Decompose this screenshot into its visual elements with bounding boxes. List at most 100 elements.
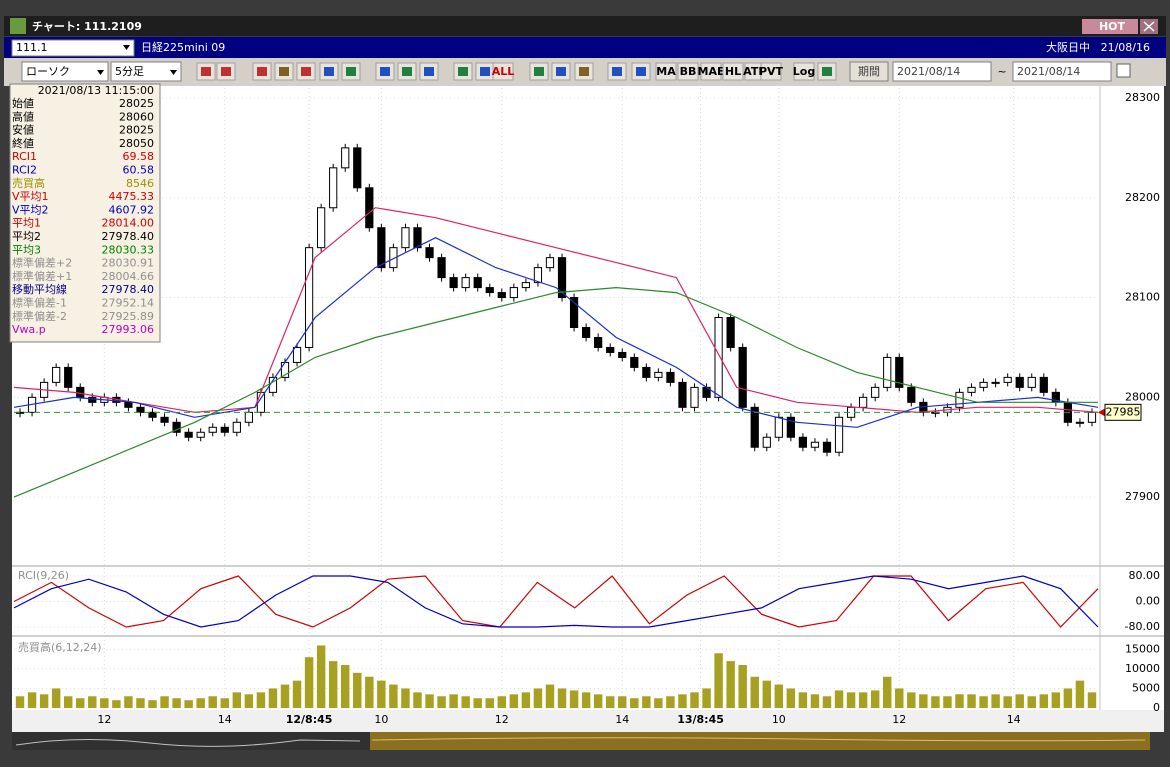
volume-bar — [353, 672, 362, 708]
volume-bar — [895, 688, 904, 708]
symbol: 111.1 — [16, 41, 48, 54]
last-price-arrow — [1098, 408, 1105, 417]
last-price-label: 27985 — [1106, 405, 1141, 418]
tool-button-label: MAE — [698, 65, 725, 78]
volume-bar — [76, 698, 85, 708]
close-icon — [1143, 21, 1155, 32]
y-tick-label: -80.00 — [1125, 620, 1160, 633]
info-value: 27952.14 — [102, 297, 155, 310]
volume-bar — [798, 692, 808, 708]
info-rows: 始値 28025 高値 28060 安値 28025 終値 28050 RCI1 69.58 RCI… — [12, 96, 154, 336]
volume-bar — [774, 684, 784, 708]
symbol-input[interactable] — [11, 39, 135, 57]
candle — [485, 287, 494, 294]
candle — [822, 441, 832, 453]
volume-bar — [1087, 692, 1097, 708]
volume-bar — [497, 696, 507, 708]
info-value: 28004.66 — [102, 270, 155, 283]
candle — [871, 386, 880, 398]
tool-glyph — [257, 67, 267, 76]
hot-label[interactable]: HOT — [1099, 20, 1126, 33]
tool-button[interactable] — [700, 62, 722, 81]
candle — [594, 336, 603, 348]
period-button[interactable] — [849, 61, 889, 82]
volume-bar — [377, 680, 386, 708]
volume-bar — [654, 698, 663, 708]
candle — [304, 247, 314, 348]
volume-bar — [148, 700, 157, 708]
y-tick-label: 0.00 — [1136, 595, 1161, 608]
session: 大阪日中 — [1046, 40, 1090, 54]
volume-bar — [100, 698, 109, 708]
chart-kind-select[interactable] — [21, 61, 109, 82]
tool-button[interactable] — [655, 62, 677, 81]
tool-button-label: BB — [680, 65, 697, 78]
info-value: 28050 — [119, 137, 154, 150]
candle — [196, 431, 205, 438]
candle — [353, 147, 362, 189]
overview-line — [371, 737, 1146, 742]
info-label: RCI2 — [12, 164, 37, 177]
info-label: 売買高 — [12, 176, 45, 190]
volume-bar — [341, 665, 350, 708]
candle — [762, 436, 771, 448]
x-tick-label: 12 — [892, 713, 906, 726]
volume-bar — [1003, 696, 1012, 708]
plots: 12 14 12/8:45 10 12 14 13/8:45 10 12 14 28300 28200… — [13, 88, 1161, 726]
candle — [172, 421, 181, 433]
volume-bar — [714, 653, 723, 708]
tool-glyph — [424, 67, 434, 76]
candle — [64, 366, 73, 388]
hot-button[interactable] — [1082, 19, 1138, 34]
tool-button-label: ALL — [492, 65, 515, 78]
info-label: V平均1 — [12, 190, 49, 203]
volume-bar — [449, 694, 458, 708]
to-date[interactable] — [1012, 61, 1112, 82]
candle — [244, 411, 253, 423]
y-tick-label: 10000 — [1125, 662, 1160, 675]
volume-bar — [690, 692, 699, 708]
tool-button[interactable] — [760, 62, 782, 81]
volume-bar — [1075, 680, 1085, 708]
checkbox[interactable] — [1116, 63, 1131, 78]
tool-glyph — [301, 67, 311, 76]
x-tick-label: 14 — [1007, 713, 1021, 726]
chart-area — [12, 86, 1164, 710]
tool-button[interactable] — [722, 62, 744, 81]
y-tick-label: 28000 — [1125, 390, 1160, 403]
tool-glyph — [556, 67, 566, 76]
volume-bar — [15, 696, 25, 708]
volume-bar — [979, 696, 988, 708]
candle — [690, 386, 699, 408]
last-price-box — [1104, 403, 1142, 421]
info-label: 標準偏差+1 — [12, 269, 72, 283]
candle — [859, 396, 868, 408]
volume-bar — [1039, 694, 1049, 708]
volume-bar — [208, 696, 217, 708]
candle — [895, 356, 904, 388]
candle — [726, 317, 735, 348]
candle — [834, 416, 844, 453]
volume-bar — [1027, 696, 1036, 708]
candle — [461, 277, 470, 289]
y-tick-label: 5000 — [1132, 681, 1160, 694]
tool-button[interactable] — [492, 62, 514, 81]
volume-bar — [858, 692, 868, 708]
x-tick-label: 12 — [495, 713, 509, 726]
tool-button[interactable] — [677, 62, 699, 81]
candle — [148, 411, 157, 418]
candle — [365, 187, 374, 229]
indicator-line — [13, 575, 1099, 628]
candle — [1075, 421, 1085, 424]
period-label: 期間 — [858, 65, 880, 78]
volume-bar — [304, 657, 314, 708]
from-date[interactable] — [892, 61, 992, 82]
overview-range[interactable] — [370, 732, 1150, 750]
volume-bar — [955, 694, 964, 708]
tool-glyph — [636, 67, 646, 76]
tool-button[interactable] — [793, 62, 815, 81]
candle — [208, 426, 217, 433]
volume-bar — [967, 694, 976, 708]
interval-select[interactable] — [110, 61, 182, 82]
